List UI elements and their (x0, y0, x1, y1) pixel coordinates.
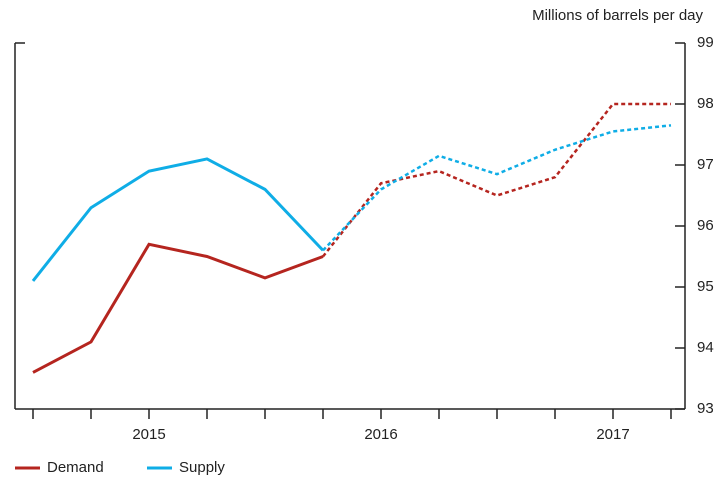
y-tick-label: 95 (697, 278, 714, 295)
series-line (322, 124, 672, 252)
y-tick-label: 94 (697, 339, 714, 356)
x-tick-label: 2017 (596, 426, 629, 443)
legend-label: Demand (47, 459, 104, 476)
x-tick-label: 2016 (364, 426, 397, 443)
y-tick-label: 93 (697, 400, 714, 417)
legend-label: Supply (179, 459, 225, 476)
y-tick-label: 98 (697, 95, 714, 112)
y-tick-label: 99 (697, 34, 714, 51)
y-tick-label: 96 (697, 217, 714, 234)
series-line (322, 102, 671, 258)
y-axis-label: Millions of barrels per day (532, 7, 703, 24)
y-tick-label: 97 (697, 156, 714, 173)
series-line (32, 242, 324, 374)
series-line (31, 157, 325, 282)
x-tick-label: 2015 (132, 426, 165, 443)
